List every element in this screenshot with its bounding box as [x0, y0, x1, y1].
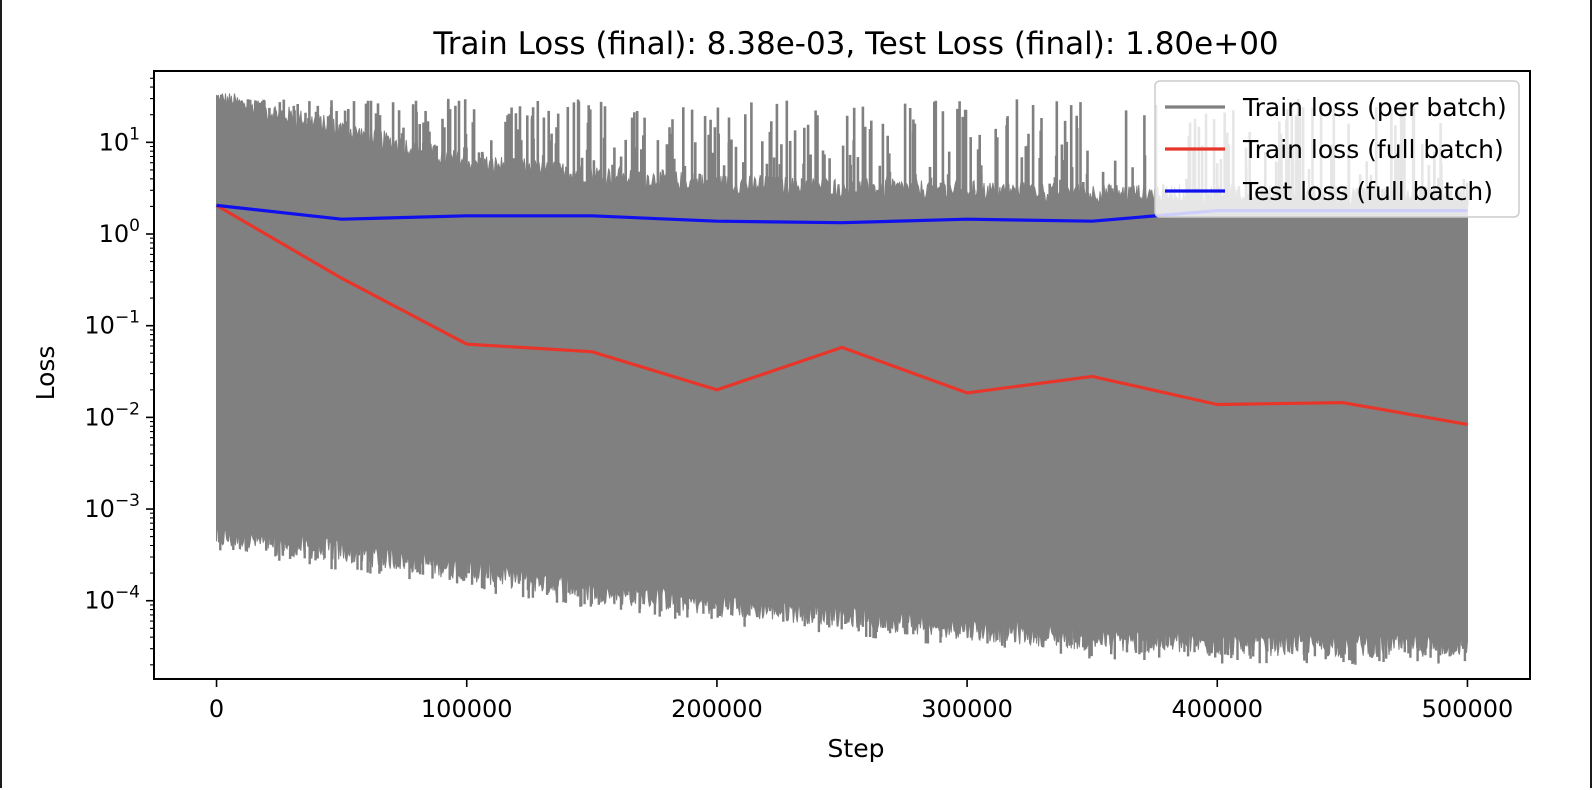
x-axis-label: Step	[828, 734, 885, 763]
per-batch-loss-dips	[217, 526, 1467, 665]
chart-title: Train Loss (final): 8.38e-03, Test Loss …	[432, 26, 1278, 62]
x-tick-label: 400000	[1171, 695, 1263, 723]
x-tick-label: 0	[209, 695, 224, 723]
y-minor-ticks	[150, 77, 154, 666]
y-tick-label: 10−3	[84, 491, 140, 523]
legend-label: Train loss (full batch)	[1242, 135, 1504, 164]
x-tick-label: 500000	[1422, 695, 1514, 723]
legend-label: Train loss (per batch)	[1242, 93, 1507, 122]
y-axis-label: Loss	[31, 346, 60, 401]
y-tick-label: 10−1	[84, 308, 140, 340]
x-tick-label: 100000	[421, 695, 513, 723]
x-tick-label: 300000	[921, 695, 1013, 723]
y-tick-label: 100	[99, 216, 140, 248]
legend: Train loss (per batch) Train loss (full b…	[1154, 80, 1520, 218]
axes-frame	[153, 70, 1531, 680]
legend-label: Test loss (full batch)	[1242, 177, 1493, 206]
legend-box	[1154, 80, 1520, 218]
y-tick-label: 10−2	[84, 399, 140, 431]
x-tick-label: 200000	[671, 695, 763, 723]
y-tick-label: 10−4	[84, 583, 140, 615]
train-full-batch-line	[215, 204, 1468, 426]
y-tick-label: 101	[99, 124, 140, 156]
axis-ticks: 0 100000 200000 300000 400000 500000 10−4 10−3 1…	[84, 77, 1514, 723]
